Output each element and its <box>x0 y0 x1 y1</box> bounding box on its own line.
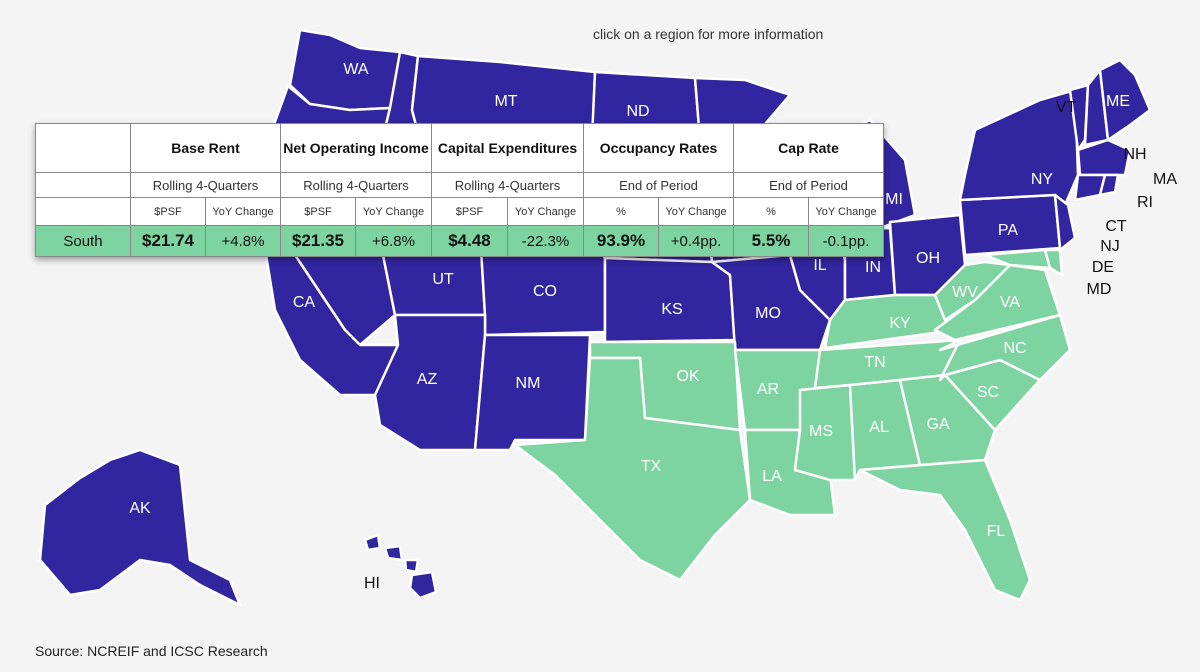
label-nm: NM <box>516 375 541 392</box>
region-name: South <box>35 225 131 257</box>
label-wa: WA <box>343 61 369 78</box>
label-pa: PA <box>998 222 1018 239</box>
table-row: South $21.74 +4.8% $21.35 +6.8% $4.48 -2… <box>35 225 885 257</box>
map-instruction: click on a region for more information <box>593 26 824 42</box>
period-cell: Rolling 4-Quarters <box>280 172 432 198</box>
label-il: IL <box>813 257 826 274</box>
cap-rate-pct: 5.5% <box>733 225 810 257</box>
label-ms: MS <box>809 423 833 440</box>
state-fl[interactable] <box>858 458 1032 602</box>
label-nh: NH <box>1123 146 1146 163</box>
state-ct[interactable] <box>1073 173 1107 202</box>
header-occupancy-rates: Occupancy Rates <box>583 123 735 173</box>
state-nc[interactable] <box>938 313 1072 382</box>
label-in: IN <box>865 259 881 276</box>
period-cell: End of Period <box>583 172 735 198</box>
label-mt: MT <box>494 93 517 110</box>
state-de[interactable] <box>1043 248 1064 277</box>
label-me: ME <box>1106 93 1130 110</box>
unit-empty-cell <box>35 197 131 226</box>
state-ak[interactable] <box>38 448 242 607</box>
unit-cell: YoY Change <box>506 197 585 226</box>
unit-cell: $PSF <box>431 197 508 226</box>
label-ma: MA <box>1153 171 1177 188</box>
label-hi: HI <box>364 575 380 592</box>
label-ny: NY <box>1031 171 1054 188</box>
unit-cell: YoY Change <box>355 197 432 226</box>
label-ri: RI <box>1137 194 1153 211</box>
label-oh: OH <box>916 250 940 267</box>
header-capital-expenditures: Capital Expenditures <box>430 123 585 173</box>
label-wv: WV <box>952 284 978 301</box>
capex-yoy: -22.3% <box>506 225 585 257</box>
label-co: CO <box>533 283 557 300</box>
unit-cell: $PSF <box>130 197 206 226</box>
label-tx: TX <box>641 458 662 475</box>
base-rent-psf: $21.74 <box>130 225 206 257</box>
label-sc: SC <box>977 384 999 401</box>
state-labels: WA MT ND MI NY ME PA OH IN IL UT CO KS M… <box>129 61 1177 592</box>
label-nj: NJ <box>1100 238 1120 255</box>
state-ks[interactable] <box>603 256 737 344</box>
label-de: DE <box>1092 259 1114 276</box>
label-nd: ND <box>626 103 649 120</box>
region-south[interactable] <box>513 248 1072 602</box>
state-az[interactable] <box>373 313 487 452</box>
region-data-table: Base Rent Net Operating Income Capital E… <box>35 123 885 257</box>
header-base-rent: Base Rent <box>130 123 281 173</box>
table-unit-row: $PSF YoY Change $PSF YoY Change $PSF YoY… <box>35 197 885 226</box>
label-ky: KY <box>889 315 911 332</box>
label-va: VA <box>1000 294 1020 311</box>
cap-rate-yoy: -0.1pp. <box>808 225 885 257</box>
label-ak: AK <box>129 500 151 517</box>
base-rent-yoy: +4.8% <box>205 225 281 257</box>
state-tx[interactable] <box>513 356 752 582</box>
header-net-operating-income: Net Operating Income <box>280 123 432 173</box>
state-hi[interactable] <box>363 533 438 600</box>
occupancy-yoy: +0.4pp. <box>658 225 735 257</box>
capex-psf: $4.48 <box>431 225 508 257</box>
label-ga: GA <box>926 416 949 433</box>
state-ri[interactable] <box>1098 173 1120 197</box>
label-md: MD <box>1087 281 1112 298</box>
label-mi: MI <box>885 191 903 208</box>
occupancy-pct: 93.9% <box>583 225 660 257</box>
period-cell: Rolling 4-Quarters <box>130 172 281 198</box>
label-nc: NC <box>1003 340 1026 357</box>
unit-cell: % <box>583 197 660 226</box>
label-al: AL <box>869 419 889 436</box>
label-ct: CT <box>1105 218 1127 235</box>
label-az: AZ <box>417 371 438 388</box>
state-ma[interactable] <box>1076 138 1132 177</box>
unit-cell: % <box>733 197 810 226</box>
label-ut: UT <box>432 271 454 288</box>
label-ar: AR <box>757 381 779 398</box>
unit-cell: YoY Change <box>808 197 885 226</box>
period-cell: End of Period <box>733 172 885 198</box>
label-tn: TN <box>864 354 885 371</box>
unit-cell: YoY Change <box>658 197 735 226</box>
label-vt: VT <box>1056 99 1077 116</box>
noi-psf: $21.35 <box>280 225 356 257</box>
noi-yoy: +6.8% <box>355 225 432 257</box>
table-period-row: Rolling 4-Quarters Rolling 4-Quarters Ro… <box>35 172 885 198</box>
label-ks: KS <box>661 301 682 318</box>
period-empty-cell <box>35 172 131 198</box>
label-la: LA <box>762 468 782 485</box>
header-cap-rate: Cap Rate <box>733 123 885 173</box>
unit-cell: $PSF <box>280 197 356 226</box>
state-nm[interactable] <box>473 333 592 452</box>
label-ca: CA <box>293 294 316 311</box>
table-header-row: Base Rent Net Operating Income Capital E… <box>35 123 885 173</box>
header-empty-cell <box>35 123 131 173</box>
label-mo: MO <box>755 305 781 322</box>
unit-cell: YoY Change <box>205 197 281 226</box>
state-nj[interactable] <box>1053 193 1077 252</box>
state-ga[interactable] <box>898 373 997 467</box>
label-fl: FL <box>987 523 1006 540</box>
period-cell: Rolling 4-Quarters <box>430 172 585 198</box>
label-ok: OK <box>676 368 699 385</box>
source-note: Source: NCREIF and ICSC Research <box>35 643 268 659</box>
